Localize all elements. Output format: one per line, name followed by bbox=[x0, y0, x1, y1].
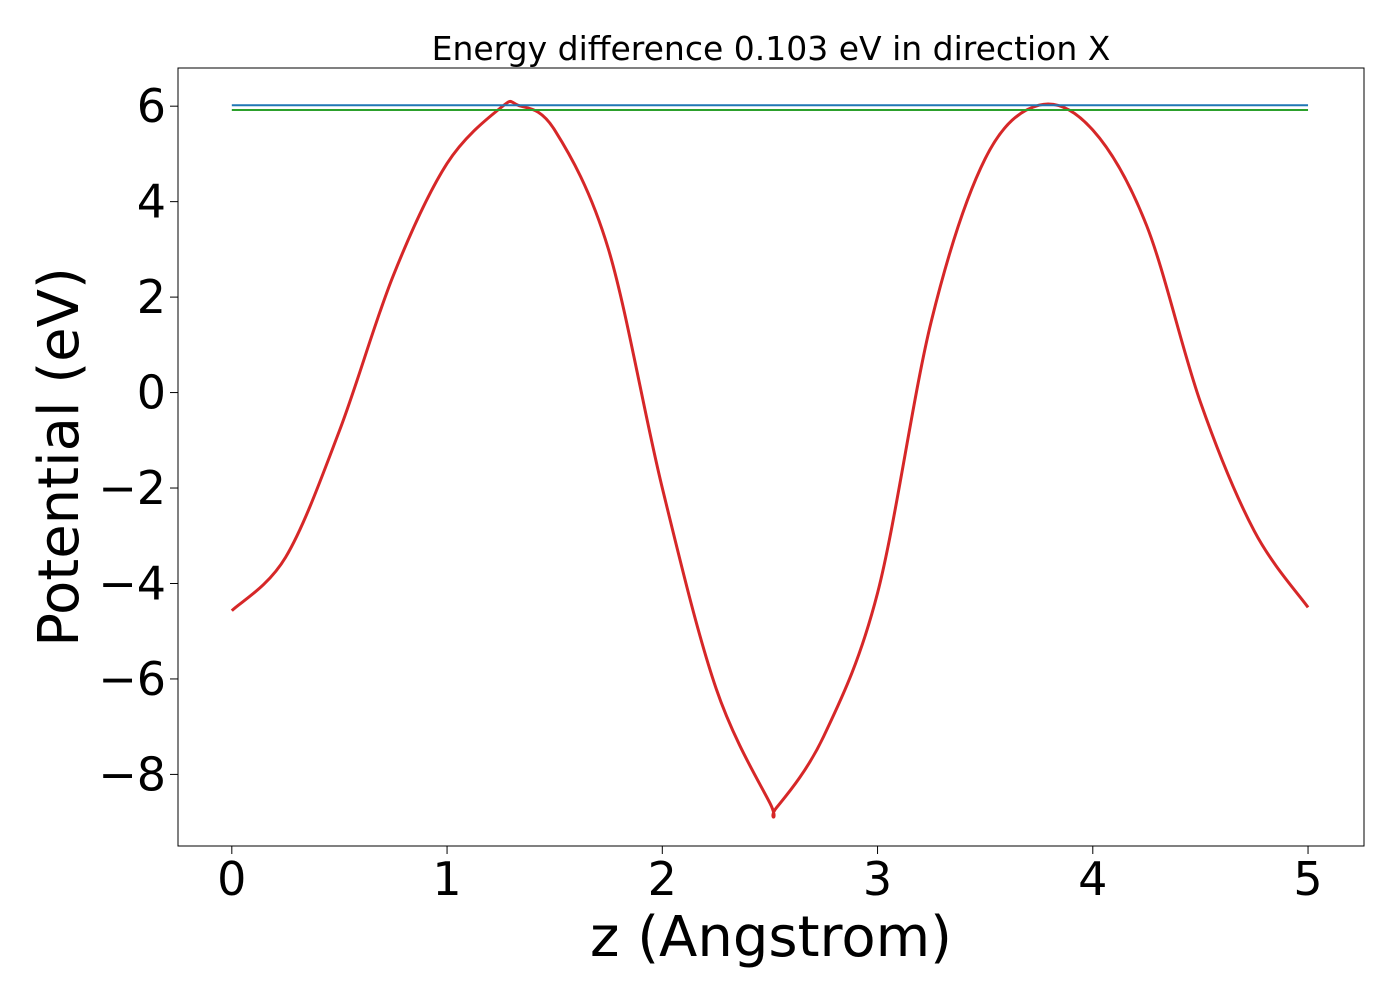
y-tick-label: 2 bbox=[137, 270, 166, 324]
y-tick-label: 6 bbox=[137, 79, 166, 133]
chart-title: Energy difference 0.103 eV in direction … bbox=[432, 29, 1111, 68]
y-tick-label: −8 bbox=[98, 747, 166, 801]
x-tick-label: 1 bbox=[432, 852, 461, 906]
x-tick-label: 4 bbox=[1078, 852, 1107, 906]
y-tick-label: −4 bbox=[98, 556, 166, 610]
x-tick-label: 5 bbox=[1293, 852, 1322, 906]
y-axis-label: Potential (eV) bbox=[27, 267, 92, 647]
x-tick-label: 2 bbox=[648, 852, 677, 906]
x-tick-label: 3 bbox=[863, 852, 892, 906]
y-axis-ticks: 6 4 2 0 −2 −4 −6 −8 bbox=[98, 79, 178, 801]
x-axis-label: z (Angstrom) bbox=[590, 905, 952, 970]
plot-frame bbox=[177, 67, 1365, 847]
x-axis-ticks: 0 1 2 3 4 5 bbox=[217, 846, 1323, 906]
y-tick-label: −2 bbox=[98, 461, 166, 515]
series-layer bbox=[230, 99, 1310, 819]
series-line-0 bbox=[230, 99, 1310, 819]
y-tick-label: 4 bbox=[137, 175, 166, 229]
y-tick-label: 0 bbox=[137, 366, 166, 420]
y-tick-label: −6 bbox=[98, 652, 166, 706]
x-tick-label: 0 bbox=[217, 852, 246, 906]
